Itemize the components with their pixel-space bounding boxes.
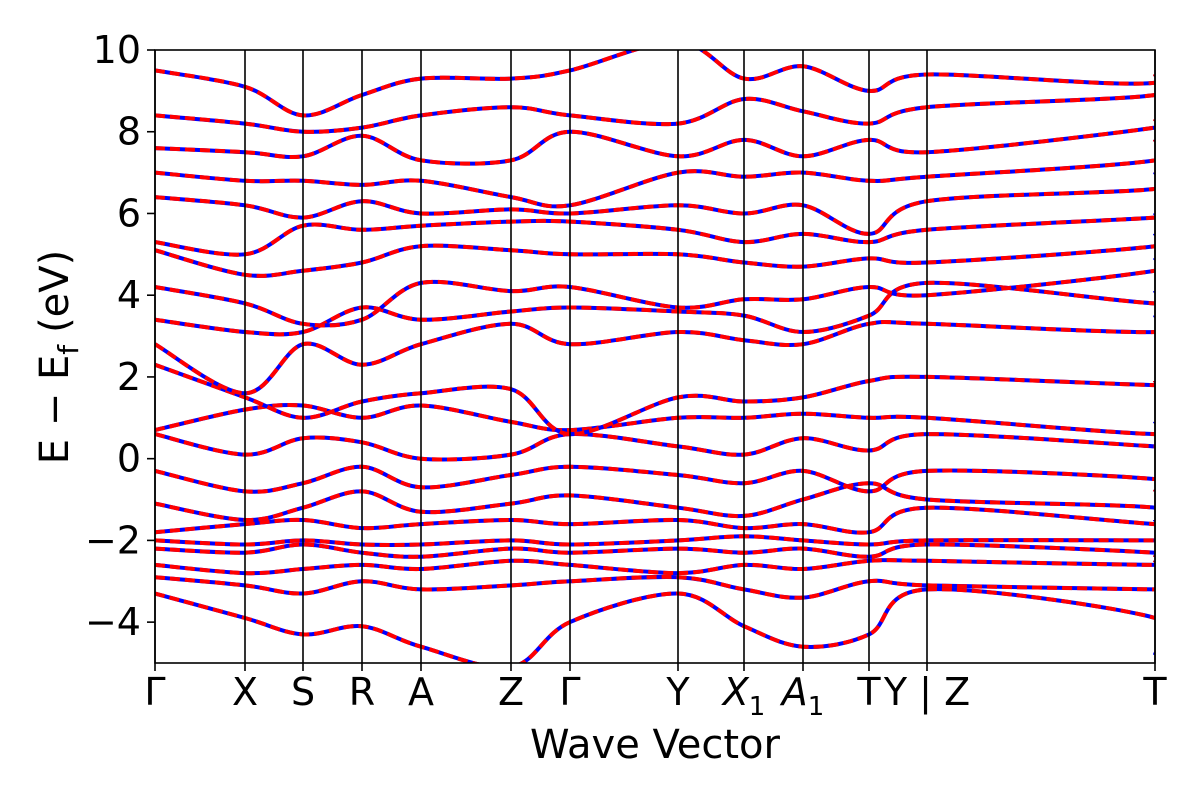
y-tick-label: −2 bbox=[85, 518, 141, 562]
x-tick-label: Γ bbox=[559, 670, 580, 714]
y-tick-label: 6 bbox=[117, 191, 141, 235]
y-tick-label: −4 bbox=[85, 600, 141, 644]
band-line-blue bbox=[155, 432, 1155, 462]
x-tick-label: X1 bbox=[721, 670, 766, 722]
y-axis-title-unit: (eV) bbox=[32, 250, 78, 333]
band-line-red bbox=[155, 587, 1155, 663]
x-tick-label: Z bbox=[498, 670, 524, 714]
band-line-red bbox=[155, 72, 1155, 134]
y-axis-title-main: E − E bbox=[32, 355, 78, 465]
x-tick-label: X bbox=[232, 670, 258, 714]
band-line-red bbox=[155, 534, 1155, 548]
y-tick-label: 0 bbox=[117, 437, 141, 481]
band-line-blue bbox=[155, 481, 1155, 527]
x-tick-label: T bbox=[856, 670, 881, 714]
x-axis-title: Wave Vector bbox=[530, 722, 781, 768]
y-tick-label: 4 bbox=[117, 273, 141, 317]
x-tick-label: Y bbox=[665, 670, 690, 714]
band-line-red bbox=[155, 211, 1155, 257]
band-line-red bbox=[155, 542, 1155, 559]
y-tick-label: 8 bbox=[117, 110, 141, 154]
y-axis-title-subscript: f bbox=[52, 344, 85, 355]
band-line-red bbox=[155, 50, 1155, 118]
x-tick-label: S bbox=[291, 670, 315, 714]
x-tick-label: R bbox=[349, 670, 375, 714]
band-line-red bbox=[155, 362, 1155, 437]
band-line-red bbox=[155, 505, 1155, 535]
band-line-red bbox=[155, 464, 1155, 494]
band-line-red bbox=[155, 403, 1155, 437]
band-line-blue bbox=[155, 211, 1155, 257]
y-tick-label: 10 bbox=[93, 28, 141, 72]
band-line-red bbox=[155, 574, 1155, 600]
band-line-red bbox=[155, 481, 1155, 527]
x-tick-label: Γ bbox=[144, 670, 165, 714]
y-tick-label: 2 bbox=[117, 355, 141, 399]
band-line-red bbox=[155, 432, 1155, 462]
high-symmetry-lines bbox=[154, 50, 1156, 663]
x-tick-label: T bbox=[1142, 670, 1167, 714]
band-line-red bbox=[155, 137, 1155, 209]
band-line-red bbox=[155, 558, 1155, 576]
band-line-red bbox=[155, 170, 1155, 236]
band-line-red bbox=[155, 256, 1155, 328]
band-line-red bbox=[155, 231, 1155, 278]
x-tick-label: Y | Z bbox=[883, 670, 970, 715]
x-tick-label: A1 bbox=[779, 670, 825, 722]
bands-layer bbox=[155, 50, 1155, 663]
y-axis-ticks: −4 −2 0 2 4 6 8 10 bbox=[85, 28, 155, 644]
band-line-red bbox=[155, 117, 1155, 166]
band-line-blue bbox=[155, 587, 1155, 663]
plot-frame bbox=[154, 49, 1156, 664]
x-tick-label: A bbox=[408, 670, 434, 714]
y-axis-title: E − Ef (eV) bbox=[32, 250, 85, 465]
